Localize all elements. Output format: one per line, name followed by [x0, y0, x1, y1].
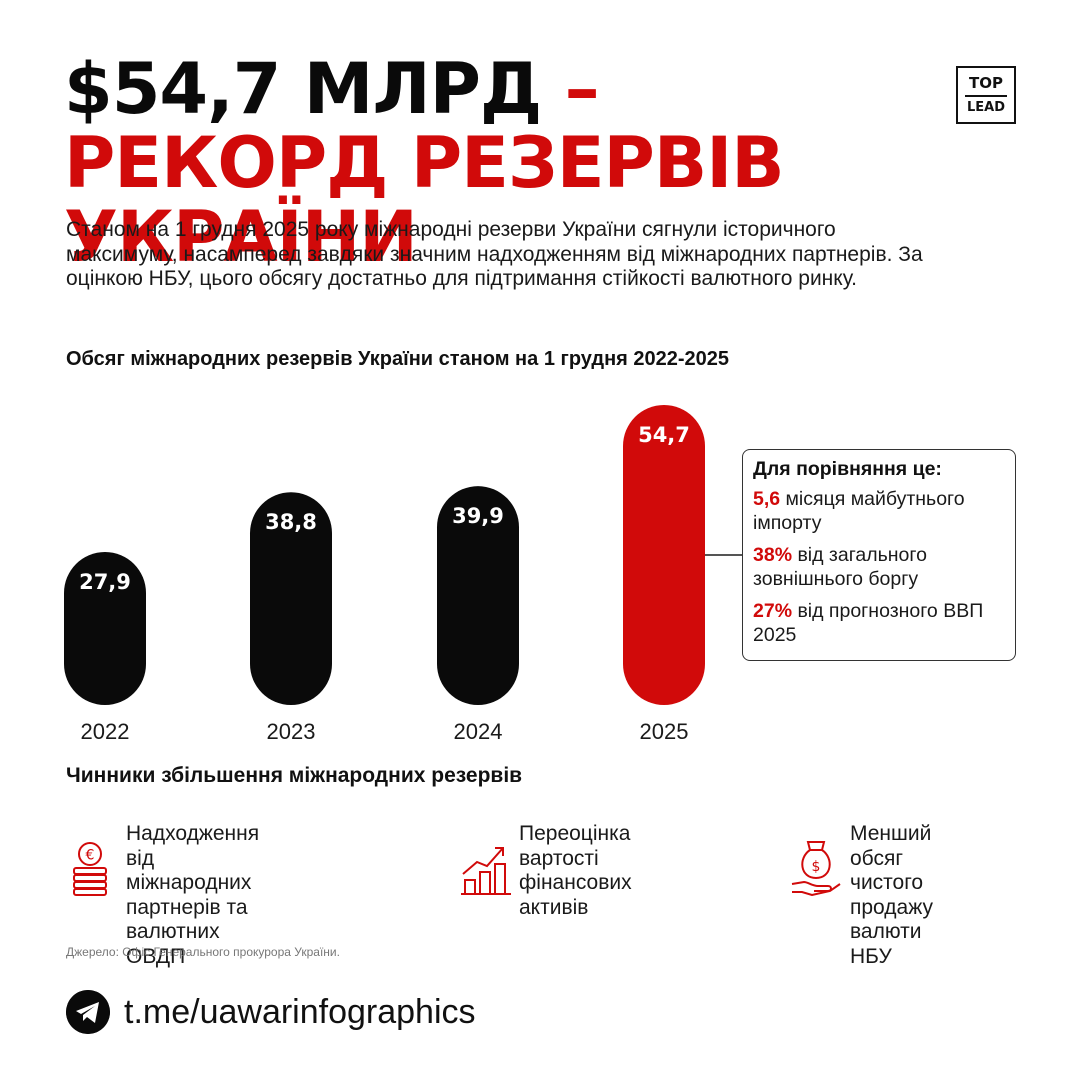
growth-chart-icon: [461, 847, 511, 895]
comparison-title: Для порівняння це:: [753, 458, 942, 480]
comparison-box: Для порівняння це: 5,6 місяця майбутньог…: [742, 449, 1016, 661]
euro-coins-icon: €: [73, 842, 107, 896]
logo-bottom: LEAD: [966, 100, 1006, 115]
comparison-item: 5,6 місяця майбутнього імпорту: [753, 487, 1005, 535]
x-tick-label: 2024: [454, 719, 503, 744]
telegram-link[interactable]: t.me/uawarinfographics: [124, 993, 476, 1031]
comparison-item: 38% від загального зовнішнього боргу: [753, 543, 1005, 591]
comparison-value: 5,6: [753, 488, 781, 510]
comparison-item: 27% від прогнозного ВВП 2025: [753, 599, 1005, 647]
bar-2025: [623, 405, 705, 705]
factor-text: Менший обсяг чистого продажу валюти НБУ: [850, 822, 933, 968]
factors-title: Чинники збільшення міжнародних резервів: [66, 764, 523, 787]
bar-value-label: 38,8: [265, 510, 317, 534]
factor-text: Надходження від міжнародних партнерів та…: [126, 822, 260, 968]
x-tick-label: 2023: [267, 719, 316, 744]
comparison-value: 38%: [753, 544, 793, 566]
bar-value-label: 27,9: [79, 570, 131, 594]
toplead-logo: TOP LEAD: [956, 66, 1016, 124]
factor-text: Переоцінка вартості фінансових активів: [519, 822, 632, 919]
headline-amount: $54,7 МЛРД: [64, 48, 542, 130]
headline-record: – РЕКОРД РЕЗЕРВІВ УКРАЇНИ: [64, 48, 785, 278]
callout-connector: [705, 554, 742, 556]
x-tick-label: 2022: [81, 719, 130, 744]
intro-text: Станом на 1 грудня 2025 року міжнародні …: [66, 218, 923, 290]
x-tick-label: 2025: [640, 719, 689, 744]
reserves-bar-chart: 27,9 2022 38,8 2023 39,9 2024 54,7 2025: [64, 405, 705, 744]
chart-title: Обсяг міжнародних резервів України стано…: [66, 348, 730, 370]
comparison-value: 27%: [753, 600, 793, 622]
logo-rule: [965, 95, 1007, 97]
bar-2023: [250, 492, 332, 705]
svg-text:€: €: [86, 848, 95, 864]
logo-top: TOP: [969, 74, 1003, 92]
svg-text:$: $: [812, 859, 821, 875]
headline: $54,7 МЛРД – РЕКОРД РЕЗЕРВІВ УКРАЇНИ: [64, 52, 944, 274]
comparison-text: місяця майбутнього імпорту: [753, 488, 965, 534]
bar-2024: [437, 486, 519, 705]
comparison-text: від загального зовнішнього боргу: [753, 544, 927, 590]
telegram-icon[interactable]: [66, 990, 110, 1034]
source-note: Джерело: Офіс Генерального прокурора Укр…: [66, 945, 340, 959]
bar-value-label: 54,7: [638, 423, 690, 447]
bar-2022: [64, 551, 146, 705]
money-bag-hand-icon: $: [791, 841, 841, 896]
comparison-text: від прогнозного ВВП 2025: [753, 600, 984, 646]
bar-value-label: 39,9: [452, 504, 504, 528]
